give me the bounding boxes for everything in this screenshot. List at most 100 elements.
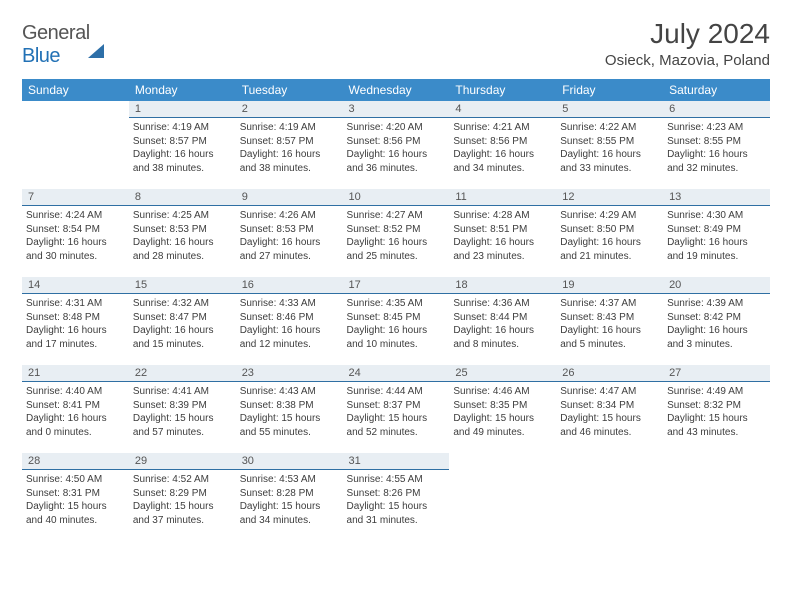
day-info: Sunrise: 4:43 AMSunset: 8:38 PMDaylight:…	[236, 382, 343, 439]
sunset-line: Sunset: 8:48 PM	[26, 312, 100, 323]
day-number: 14	[22, 277, 129, 294]
weekday-header: Tuesday	[236, 79, 343, 101]
sunrise-line: Sunrise: 4:36 AM	[453, 298, 529, 309]
day-info: Sunrise: 4:21 AMSunset: 8:56 PMDaylight:…	[449, 118, 556, 175]
sunset-line: Sunset: 8:37 PM	[347, 400, 421, 411]
calendar-cell: 27Sunrise: 4:49 AMSunset: 8:32 PMDayligh…	[663, 365, 770, 453]
day-number: 8	[129, 189, 236, 206]
sunset-line: Sunset: 8:53 PM	[133, 224, 207, 235]
calendar-cell: 16Sunrise: 4:33 AMSunset: 8:46 PMDayligh…	[236, 277, 343, 365]
calendar-cell: 8Sunrise: 4:25 AMSunset: 8:53 PMDaylight…	[129, 189, 236, 277]
sunrise-line: Sunrise: 4:52 AM	[133, 474, 209, 485]
calendar-cell: 17Sunrise: 4:35 AMSunset: 8:45 PMDayligh…	[343, 277, 450, 365]
calendar-cell: 10Sunrise: 4:27 AMSunset: 8:52 PMDayligh…	[343, 189, 450, 277]
calendar-cell	[449, 453, 556, 541]
daylight-line: Daylight: 15 hours and 49 minutes.	[453, 413, 534, 438]
daylight-line: Daylight: 16 hours and 15 minutes.	[133, 325, 214, 350]
sunrise-line: Sunrise: 4:50 AM	[26, 474, 102, 485]
sunset-line: Sunset: 8:56 PM	[453, 136, 527, 147]
daylight-line: Daylight: 16 hours and 17 minutes.	[26, 325, 107, 350]
calendar-cell: 29Sunrise: 4:52 AMSunset: 8:29 PMDayligh…	[129, 453, 236, 541]
sunset-line: Sunset: 8:38 PM	[240, 400, 314, 411]
day-info: Sunrise: 4:36 AMSunset: 8:44 PMDaylight:…	[449, 294, 556, 351]
calendar-cell: 7Sunrise: 4:24 AMSunset: 8:54 PMDaylight…	[22, 189, 129, 277]
day-number: 7	[22, 189, 129, 206]
calendar-cell: 9Sunrise: 4:26 AMSunset: 8:53 PMDaylight…	[236, 189, 343, 277]
sunrise-line: Sunrise: 4:22 AM	[560, 122, 636, 133]
brand-name: General Blue	[22, 22, 104, 68]
day-number: 15	[129, 277, 236, 294]
sunrise-line: Sunrise: 4:26 AM	[240, 210, 316, 221]
calendar-week-row: 1Sunrise: 4:19 AMSunset: 8:57 PMDaylight…	[22, 101, 770, 189]
day-number: 21	[22, 365, 129, 382]
day-number: 16	[236, 277, 343, 294]
day-info: Sunrise: 4:53 AMSunset: 8:28 PMDaylight:…	[236, 470, 343, 527]
sunrise-line: Sunrise: 4:24 AM	[26, 210, 102, 221]
calendar-cell: 4Sunrise: 4:21 AMSunset: 8:56 PMDaylight…	[449, 101, 556, 189]
day-number: 6	[663, 101, 770, 118]
day-number: 13	[663, 189, 770, 206]
sunrise-line: Sunrise: 4:46 AM	[453, 386, 529, 397]
day-number: 27	[663, 365, 770, 382]
sunrise-line: Sunrise: 4:35 AM	[347, 298, 423, 309]
sunrise-line: Sunrise: 4:32 AM	[133, 298, 209, 309]
calendar-cell: 25Sunrise: 4:46 AMSunset: 8:35 PMDayligh…	[449, 365, 556, 453]
sunset-line: Sunset: 8:41 PM	[26, 400, 100, 411]
day-info: Sunrise: 4:29 AMSunset: 8:50 PMDaylight:…	[556, 206, 663, 263]
sunset-line: Sunset: 8:26 PM	[347, 488, 421, 499]
sunrise-line: Sunrise: 4:19 AM	[240, 122, 316, 133]
calendar-cell: 23Sunrise: 4:43 AMSunset: 8:38 PMDayligh…	[236, 365, 343, 453]
weekday-header: Wednesday	[343, 79, 450, 101]
calendar-cell: 5Sunrise: 4:22 AMSunset: 8:55 PMDaylight…	[556, 101, 663, 189]
day-number: 9	[236, 189, 343, 206]
day-info: Sunrise: 4:33 AMSunset: 8:46 PMDaylight:…	[236, 294, 343, 351]
day-info: Sunrise: 4:25 AMSunset: 8:53 PMDaylight:…	[129, 206, 236, 263]
sunset-line: Sunset: 8:35 PM	[453, 400, 527, 411]
calendar-cell: 14Sunrise: 4:31 AMSunset: 8:48 PMDayligh…	[22, 277, 129, 365]
calendar-cell: 22Sunrise: 4:41 AMSunset: 8:39 PMDayligh…	[129, 365, 236, 453]
day-number: 28	[22, 453, 129, 470]
daylight-line: Daylight: 16 hours and 30 minutes.	[26, 237, 107, 262]
sunset-line: Sunset: 8:51 PM	[453, 224, 527, 235]
day-info: Sunrise: 4:22 AMSunset: 8:55 PMDaylight:…	[556, 118, 663, 175]
calendar-cell: 31Sunrise: 4:55 AMSunset: 8:26 PMDayligh…	[343, 453, 450, 541]
day-info: Sunrise: 4:40 AMSunset: 8:41 PMDaylight:…	[22, 382, 129, 439]
day-info: Sunrise: 4:49 AMSunset: 8:32 PMDaylight:…	[663, 382, 770, 439]
sunrise-line: Sunrise: 4:27 AM	[347, 210, 423, 221]
weekday-header: Monday	[129, 79, 236, 101]
brand-triangle-icon	[88, 22, 104, 58]
calendar-cell: 1Sunrise: 4:19 AMSunset: 8:57 PMDaylight…	[129, 101, 236, 189]
calendar-cell: 24Sunrise: 4:44 AMSunset: 8:37 PMDayligh…	[343, 365, 450, 453]
daylight-line: Daylight: 15 hours and 57 minutes.	[133, 413, 214, 438]
day-number: 10	[343, 189, 450, 206]
day-info: Sunrise: 4:20 AMSunset: 8:56 PMDaylight:…	[343, 118, 450, 175]
sunset-line: Sunset: 8:42 PM	[667, 312, 741, 323]
day-info: Sunrise: 4:37 AMSunset: 8:43 PMDaylight:…	[556, 294, 663, 351]
calendar-cell	[22, 101, 129, 189]
sunrise-line: Sunrise: 4:20 AM	[347, 122, 423, 133]
day-number: 19	[556, 277, 663, 294]
sunset-line: Sunset: 8:31 PM	[26, 488, 100, 499]
sunrise-line: Sunrise: 4:28 AM	[453, 210, 529, 221]
day-info: Sunrise: 4:31 AMSunset: 8:48 PMDaylight:…	[22, 294, 129, 351]
day-info: Sunrise: 4:30 AMSunset: 8:49 PMDaylight:…	[663, 206, 770, 263]
title-block: July 2024 Osieck, Mazovia, Poland	[605, 18, 770, 69]
sunset-line: Sunset: 8:29 PM	[133, 488, 207, 499]
calendar-cell: 20Sunrise: 4:39 AMSunset: 8:42 PMDayligh…	[663, 277, 770, 365]
day-number: 30	[236, 453, 343, 470]
calendar-week-row: 7Sunrise: 4:24 AMSunset: 8:54 PMDaylight…	[22, 189, 770, 277]
sunset-line: Sunset: 8:52 PM	[347, 224, 421, 235]
sunset-line: Sunset: 8:47 PM	[133, 312, 207, 323]
day-info: Sunrise: 4:24 AMSunset: 8:54 PMDaylight:…	[22, 206, 129, 263]
daylight-line: Daylight: 16 hours and 27 minutes.	[240, 237, 321, 262]
calendar-cell: 13Sunrise: 4:30 AMSunset: 8:49 PMDayligh…	[663, 189, 770, 277]
day-info: Sunrise: 4:23 AMSunset: 8:55 PMDaylight:…	[663, 118, 770, 175]
day-number: 31	[343, 453, 450, 470]
weekday-header: Thursday	[449, 79, 556, 101]
daylight-line: Daylight: 16 hours and 36 minutes.	[347, 149, 428, 174]
daylight-line: Daylight: 16 hours and 8 minutes.	[453, 325, 534, 350]
sunrise-line: Sunrise: 4:19 AM	[133, 122, 209, 133]
weekday-header: Sunday	[22, 79, 129, 101]
sunset-line: Sunset: 8:49 PM	[667, 224, 741, 235]
location-subtitle: Osieck, Mazovia, Poland	[605, 52, 770, 69]
